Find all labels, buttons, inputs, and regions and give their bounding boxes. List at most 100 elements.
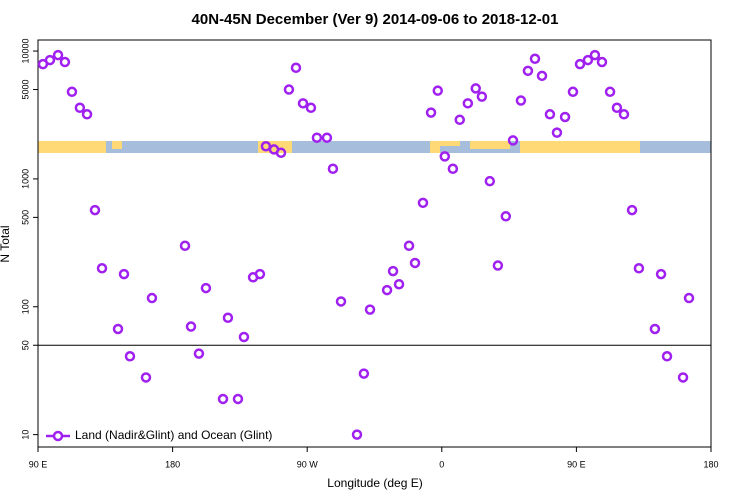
point [484, 175, 496, 187]
point [327, 163, 339, 175]
point [655, 268, 667, 280]
point [311, 132, 323, 143]
x-tick-label: 180 [703, 459, 718, 469]
y-tick-label: 5000 [20, 80, 30, 100]
x-tick-label: 90 E [29, 459, 48, 469]
point [462, 98, 474, 109]
x-axis-label: Longitude (deg E) [327, 476, 422, 490]
point [146, 292, 158, 304]
point [393, 278, 405, 290]
point [305, 102, 317, 114]
point [179, 240, 191, 252]
legend-label: Land (Nadir&Glint) and Ocean (Glint) [75, 428, 272, 442]
point [611, 102, 623, 114]
point [200, 282, 212, 294]
land-strip [440, 141, 460, 146]
point [633, 263, 645, 274]
point [112, 323, 124, 335]
point [417, 197, 429, 209]
point [118, 268, 130, 280]
point [447, 163, 459, 175]
point [238, 331, 250, 343]
point [507, 135, 519, 146]
point [470, 83, 481, 94]
chart-title: 40N-45N December (Ver 9) 2014-09-06 to 2… [192, 11, 559, 28]
x-tick-label: 0 [439, 459, 444, 469]
point [544, 109, 556, 120]
point [522, 65, 534, 77]
point [222, 312, 234, 324]
point [254, 268, 266, 280]
surface-band [38, 141, 711, 153]
point [381, 284, 393, 296]
point [476, 91, 488, 102]
point [649, 323, 661, 335]
point [232, 393, 244, 405]
point [52, 49, 64, 61]
point [574, 58, 586, 70]
y-tick-label: 100 [20, 299, 30, 314]
land-strip [112, 141, 122, 149]
point [515, 95, 527, 106]
point [140, 372, 152, 383]
point [81, 109, 93, 120]
y-axis-label: N Total [0, 225, 12, 262]
point [297, 98, 309, 109]
y-tick-label: 10 [20, 430, 30, 440]
point [454, 114, 465, 126]
x-tick-label: 90 E [567, 459, 586, 469]
point [364, 304, 376, 315]
x-tick-label: 90 W [297, 459, 319, 469]
point [439, 151, 451, 162]
point [74, 102, 86, 114]
point [96, 263, 108, 274]
point [567, 86, 579, 98]
plot-frame [37, 39, 712, 448]
point [529, 53, 541, 65]
land-strip [520, 141, 640, 153]
point [283, 84, 295, 95]
point [683, 292, 695, 304]
point [403, 240, 415, 252]
point [217, 393, 229, 405]
point [618, 109, 630, 120]
land-strip [38, 141, 106, 153]
point [387, 265, 399, 277]
point [124, 351, 136, 362]
point [551, 127, 563, 138]
point [335, 296, 347, 307]
point [290, 62, 302, 74]
point [582, 54, 594, 66]
point [44, 54, 56, 66]
point [89, 204, 101, 216]
point [626, 204, 638, 216]
point [604, 86, 616, 98]
point [193, 348, 205, 359]
y-tick-label: 50 [20, 340, 30, 350]
point [677, 372, 689, 383]
y-tick-label: 10000 [20, 39, 30, 64]
point [492, 260, 504, 271]
point [351, 429, 363, 440]
y-tick-label: 1000 [20, 169, 30, 189]
point [425, 107, 437, 118]
point [409, 257, 421, 269]
point [559, 111, 571, 123]
point [661, 351, 673, 362]
point [432, 85, 444, 96]
point [59, 56, 71, 68]
point [596, 56, 608, 68]
point [66, 86, 78, 98]
y-tick-label: 500 [20, 210, 30, 225]
land-strip [470, 141, 510, 149]
point [589, 49, 601, 61]
point [185, 321, 197, 332]
point [500, 211, 512, 222]
point [536, 70, 548, 82]
point [321, 132, 333, 143]
legend-marker [52, 430, 64, 442]
x-tick-label: 180 [165, 459, 180, 469]
land-strip [430, 141, 440, 153]
point [275, 147, 287, 159]
